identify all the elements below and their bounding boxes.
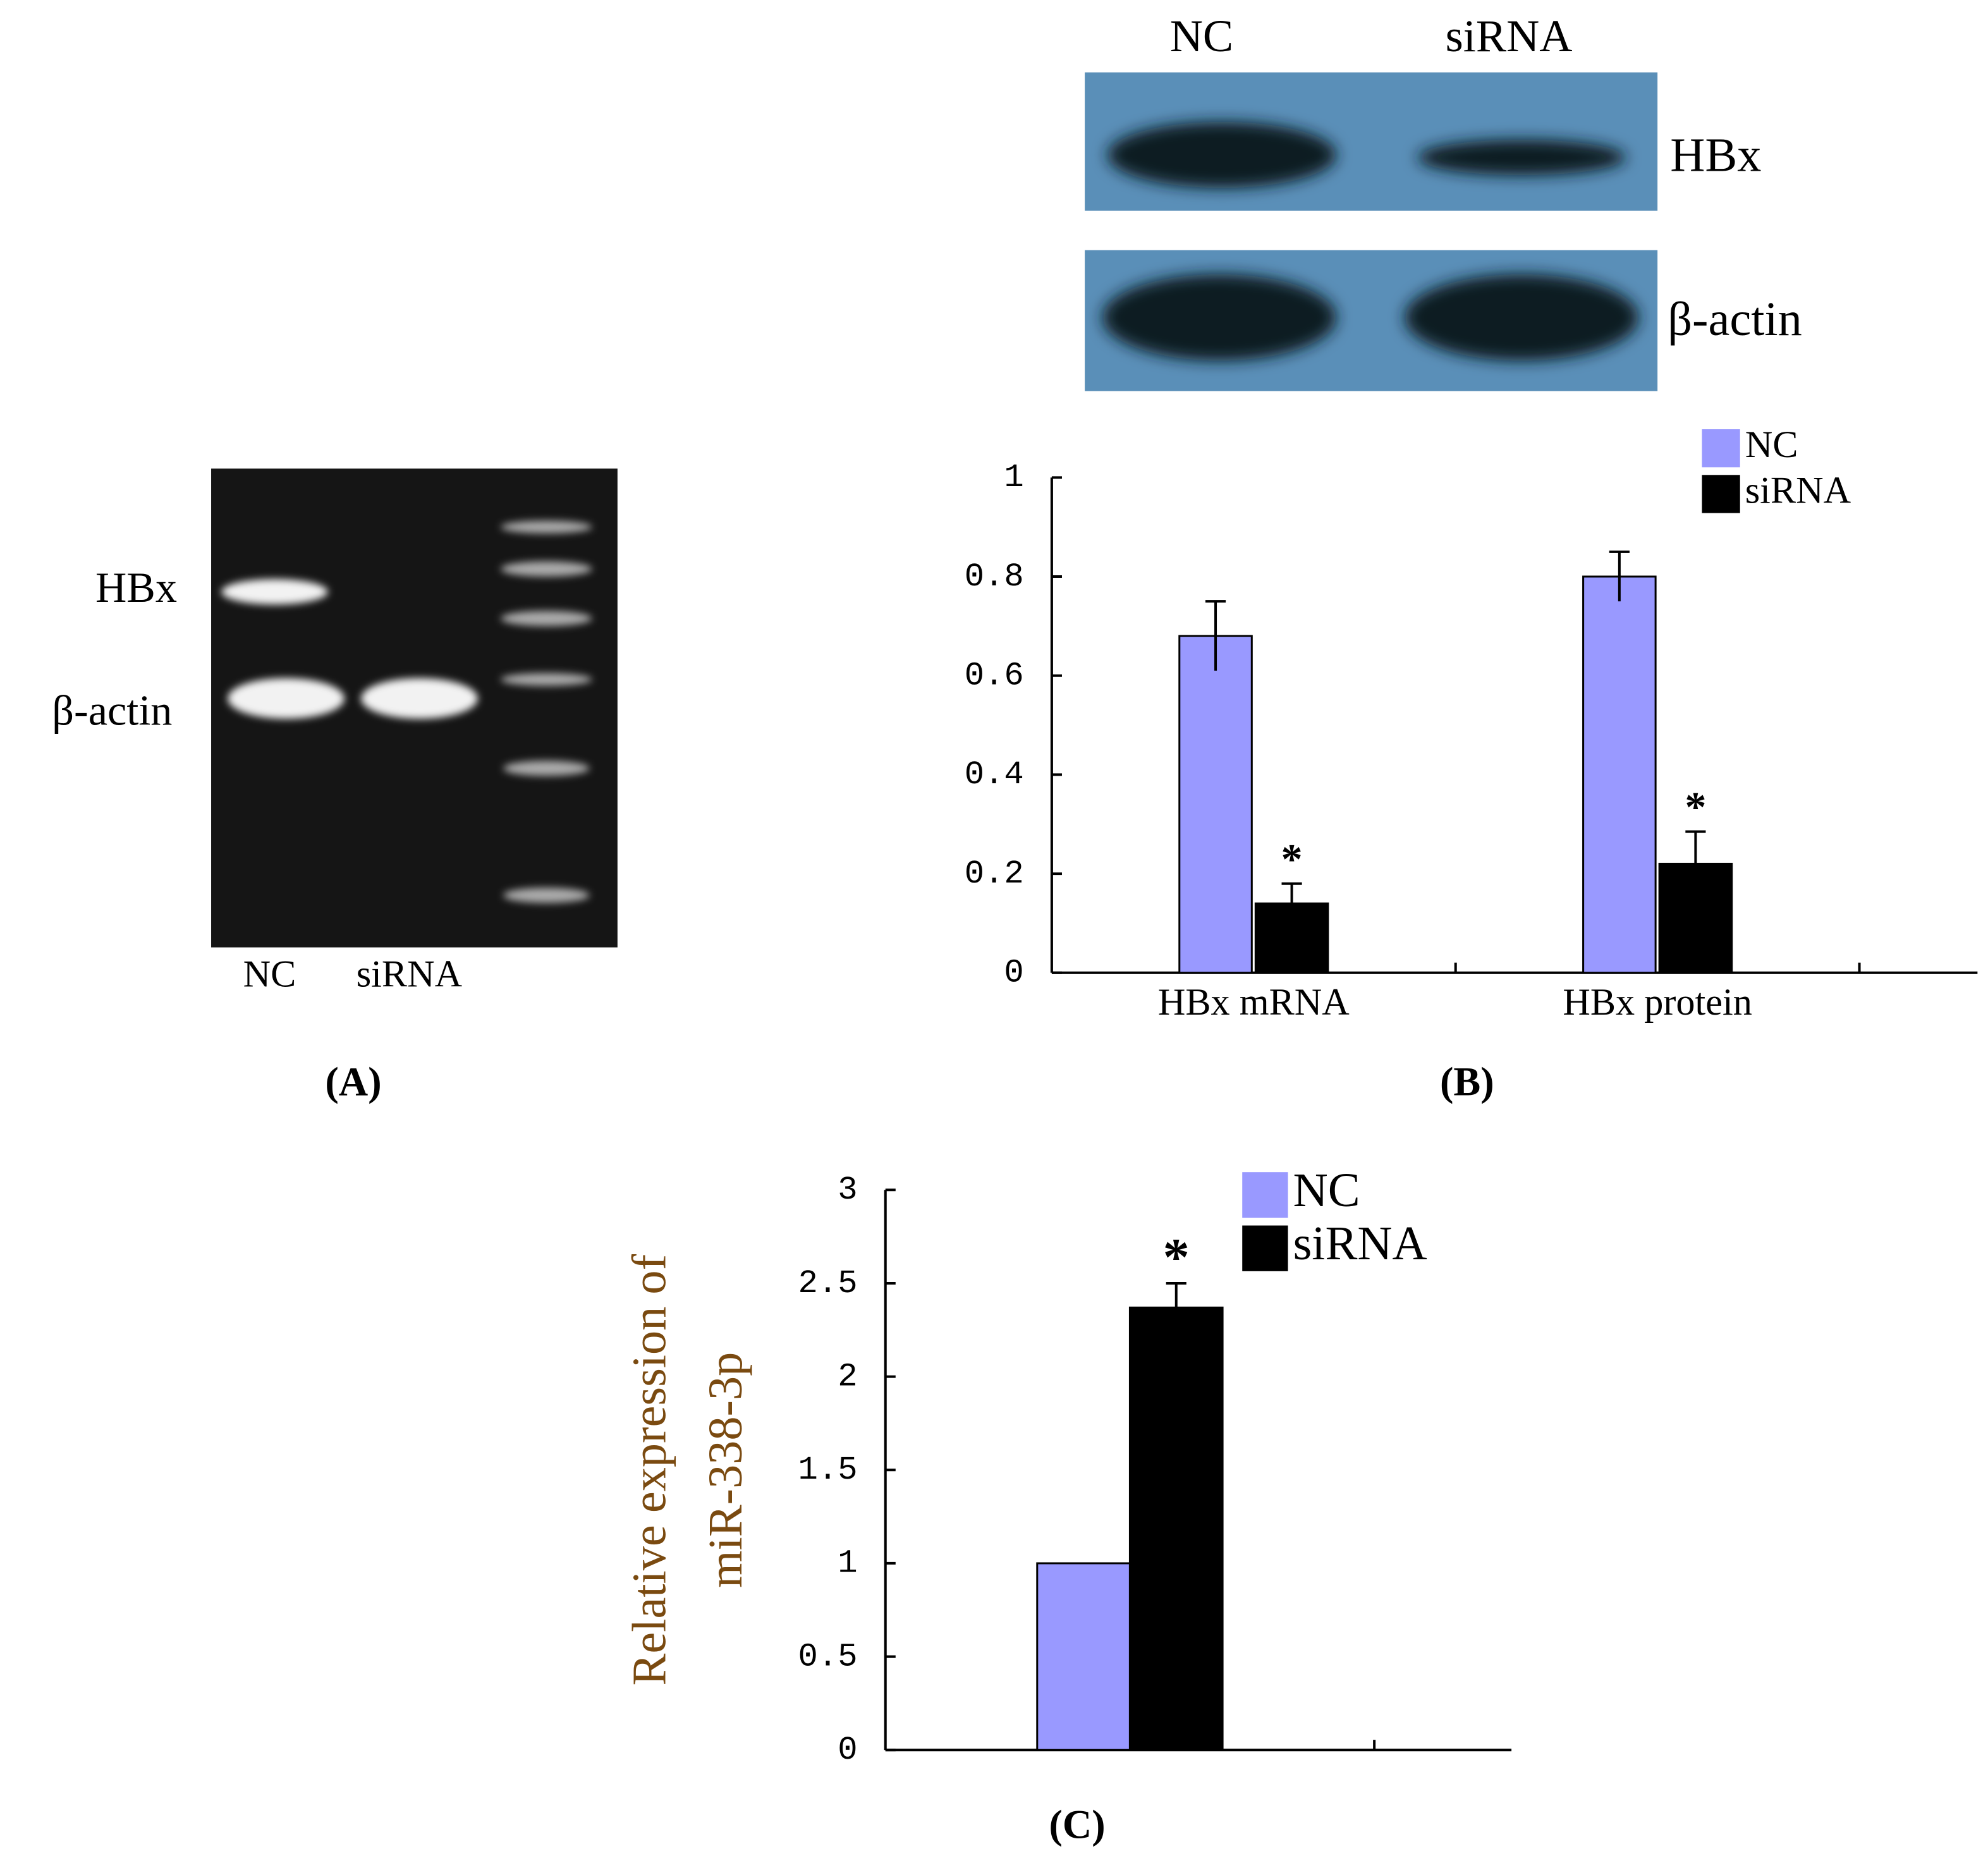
y-axis-label: Relative expression of	[623, 1254, 676, 1685]
significance-marker: *	[1685, 783, 1706, 831]
y-tick-label: 0.8	[965, 558, 1024, 596]
western-band-label: β-actin	[1668, 292, 1802, 346]
y-tick-label: 1	[1004, 459, 1023, 496]
y-tick-label: 0	[838, 1732, 857, 1769]
y-tick-label: 0.6	[965, 657, 1024, 695]
gel-band-label: HBx	[95, 563, 177, 611]
legend-label: NC	[1745, 424, 1798, 466]
y-tick-label: 2.5	[798, 1265, 858, 1302]
y-tick-label: 0.4	[965, 756, 1024, 793]
y-tick-label: 3	[838, 1171, 857, 1209]
y-axis-label: miR-338-3p	[698, 1352, 752, 1588]
panel-label: (C)	[1049, 1802, 1105, 1847]
x-tick-label: HBx mRNA	[1158, 981, 1350, 1023]
legend-label: siRNA	[1745, 469, 1851, 511]
legend-swatch	[1702, 429, 1740, 468]
western-lane-label: siRNA	[1446, 11, 1573, 61]
significance-marker: *	[1163, 1228, 1190, 1287]
legend-label: siRNA	[1293, 1216, 1427, 1270]
bar	[1128, 1306, 1224, 1751]
significance-marker: *	[1281, 834, 1302, 883]
bar	[1036, 1562, 1131, 1751]
y-tick-label: 0	[1004, 955, 1023, 992]
y-tick-label: 0.2	[965, 855, 1024, 893]
western-band-label: HBx	[1670, 128, 1761, 182]
x-tick-label: HBx protein	[1563, 981, 1752, 1023]
y-tick-label: 1.5	[798, 1451, 858, 1489]
western-bands	[1102, 121, 1638, 361]
bar	[1178, 635, 1253, 974]
gel-lane-label: siRNA	[357, 953, 463, 996]
legend-swatch	[1242, 1172, 1288, 1218]
legend-label: NC	[1293, 1163, 1360, 1217]
panel-label: (B)	[1440, 1059, 1494, 1104]
panel-label: (A)	[325, 1059, 381, 1104]
y-tick-label: 0.5	[798, 1638, 858, 1675]
legend-swatch	[1702, 475, 1740, 513]
legend-swatch	[1242, 1225, 1288, 1271]
bar	[1582, 575, 1657, 974]
gel-lane-label: NC	[243, 953, 296, 996]
y-tick-label: 2	[838, 1358, 857, 1395]
y-tick-label: 1	[838, 1545, 857, 1582]
gel-bands	[221, 520, 592, 903]
western-lane-label: NC	[1170, 11, 1233, 61]
gel-band-label: β-actin	[52, 687, 172, 735]
